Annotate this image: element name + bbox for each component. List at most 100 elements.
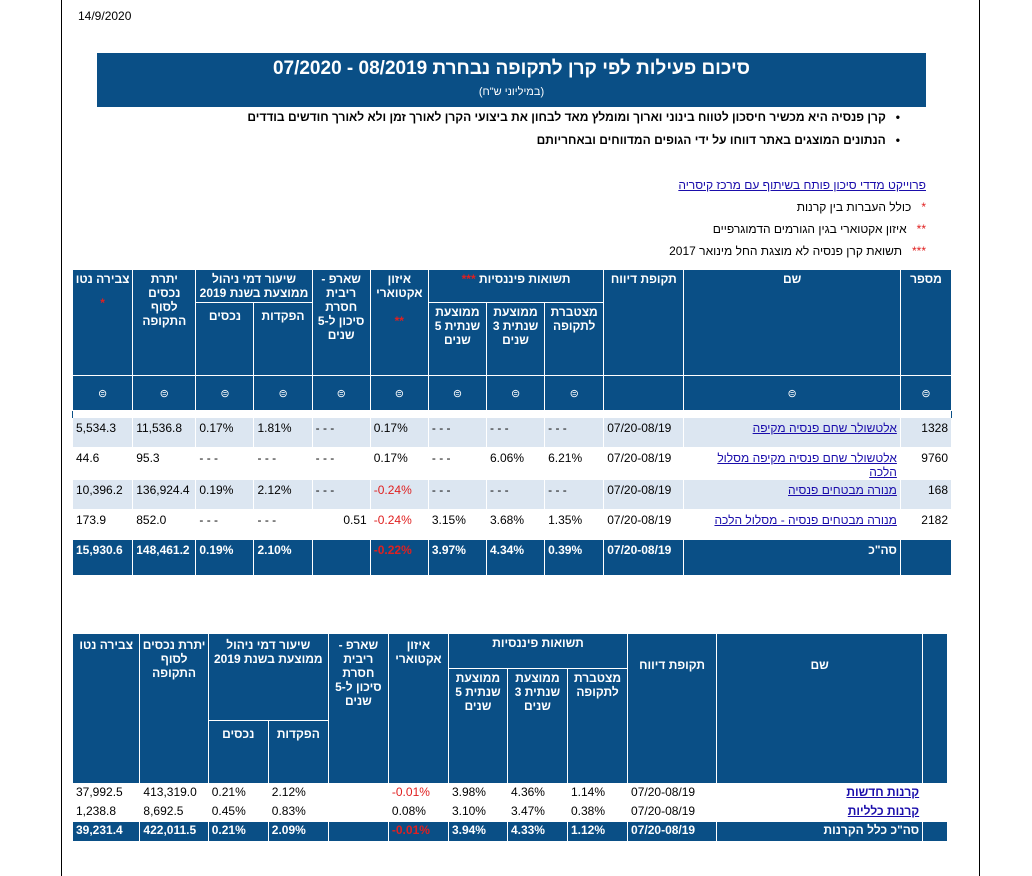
table-row: 1328 אלטשולר שחם פנסיה מקיפה 07/20-08/19…: [71, 417, 953, 448]
fund-link[interactable]: אלטשולר שחם פנסיה מקיפה מסלול הלכה: [717, 451, 897, 479]
balance-cell: 8,692.5: [139, 801, 209, 822]
sort-icon[interactable]: ⊜: [132, 375, 197, 411]
blank-cell: [922, 801, 948, 822]
fund-name: מנורה מבטחים פנסיה: [683, 479, 901, 510]
header-row-2: מצטברת לתקופה ממוצעת שנתית 3 שנים ממוצעת…: [73, 667, 948, 784]
avg3-cell: 3.68%: [485, 509, 546, 540]
col-avg5-header: ממוצעת שנתית 5 שנים: [447, 667, 508, 784]
table-row: קרנות כלליות 07/20-08/19 0.38% 3.47% 3.1…: [71, 801, 948, 822]
col-fee-deposits-header: הפקדות: [267, 720, 329, 784]
sort-icon[interactable]: ⊜: [899, 375, 953, 411]
sort-icon[interactable]: ⊜: [369, 375, 429, 411]
balance-cell: 136,924.4: [132, 479, 197, 510]
funds-table: מספר שם תקופת דיווח תשואות פיננסיות *** …: [71, 269, 953, 576]
avg5-cell: 3.98%: [447, 782, 508, 803]
sharpe-cell: - - -: [311, 447, 371, 480]
footnote: ***תשואת קרן פנסיה לא מוצגת החל מינואר 2…: [669, 244, 926, 258]
cumulative-cell: 0.38%: [566, 801, 629, 822]
blank-cell: [922, 782, 948, 803]
total-row: סה"כ 07/20-08/19 0.39% 4.34% 3.97% -0.22…: [71, 539, 953, 576]
fund-name: אלטשולר שחם פנסיה מקיפה מסלול הלכה: [683, 447, 901, 480]
cumulative-cell: - - -: [544, 417, 605, 448]
disclaimer-item: •קרן פנסיה היא מכשיר חיסכון לטווח בינוני…: [247, 110, 900, 124]
blank-cell: [922, 820, 948, 842]
actuarial-cell: -0.01%: [387, 820, 449, 842]
avg5-cell: - - -: [427, 479, 487, 510]
sort-icon[interactable]: ⊜: [253, 375, 313, 411]
actuarial-cell: 0.17%: [369, 417, 429, 448]
avg5-cell: 3.97%: [427, 539, 487, 576]
col-fee-deposits-header: הפקדות: [253, 302, 313, 376]
report-title: סיכום פעילות לפי קרן לתקופה נבחרת 08/201…: [272, 58, 751, 79]
col-name-header: שם: [683, 269, 901, 376]
fee-deposits-cell: 2.12%: [253, 479, 313, 510]
total-id: [899, 539, 953, 576]
col-id-header: מספר: [899, 269, 953, 376]
header-row-3: הפקדות נכסים: [73, 720, 948, 784]
col-net-header: צבירה נטו *: [71, 269, 134, 376]
total-link[interactable]: סה"כ כלל הקרנות: [823, 822, 920, 837]
disclaimer-item: •הנתונים המוצגים באתר דווחו על ידי הגופי…: [536, 133, 900, 147]
balance-cell: 413,319.0: [139, 782, 209, 803]
cumulative-cell: 1.35%: [544, 509, 605, 540]
col-net-header: צבירה נטו: [71, 633, 141, 783]
returns-group-header: תשואות פיננסיות: [447, 633, 629, 669]
fund-name: מנורה מבטחים פנסיה - מסלול הלכה: [683, 509, 901, 540]
fee-assets-cell: 0.21%: [207, 820, 269, 842]
fund-id: 2182: [899, 509, 953, 540]
period-cell: 07/20-08/19: [627, 820, 718, 842]
col-avg5-header: ממוצעת שנתית 5 שנים: [427, 302, 487, 376]
period-cell: 07/20-08/19: [603, 447, 685, 480]
fee-assets-cell: 0.19%: [195, 479, 255, 510]
avg5-cell: 3.10%: [447, 801, 508, 822]
group-link[interactable]: קרנות כלליות: [847, 803, 920, 818]
actuarial-cell: -0.01%: [387, 782, 449, 803]
fund-link[interactable]: מנורה מבטחים פנסיה: [788, 483, 897, 497]
group-link[interactable]: קרנות חדשות: [846, 784, 920, 799]
sort-icon[interactable]: ⊜: [71, 375, 134, 411]
sort-icon[interactable]: ⊜: [311, 375, 371, 411]
avg5-cell: 3.15%: [427, 509, 487, 540]
col-name-header: שם: [716, 633, 924, 783]
disclaimer-list: •קרן פנסיה היא מכשיר חיסכון לטווח בינוני…: [200, 108, 900, 147]
report-title-banner: סיכום פעילות לפי קרן לתקופה נבחרת 08/201…: [97, 53, 926, 107]
sort-icon[interactable]: ⊜: [683, 375, 901, 411]
sort-icon[interactable]: ⊜: [485, 375, 546, 411]
footnote: **איזון אקטוארי בגין הגורמים הדמוגרפיים: [712, 222, 926, 236]
sort-icon[interactable]: ⊜: [195, 375, 255, 411]
info-notes: פרוייקט מדדי סיכון פותח בשיתוף עם מרכז ק…: [640, 178, 926, 258]
fund-link[interactable]: מנורה מבטחים פנסיה - מסלול הלכה: [714, 513, 897, 527]
header-row: מספר שם תקופת דיווח תשואות פיננסיות *** …: [71, 269, 953, 376]
actuarial-cell: -0.24%: [369, 479, 429, 510]
balance-cell: 11,536.8: [132, 417, 197, 448]
fund-id: 9760: [899, 447, 953, 480]
col-balance-header: יתרת נכסים לסוף התקופה: [139, 633, 209, 783]
net-cell: 10,396.2: [71, 479, 134, 510]
period-cell: 07/20-08/19: [627, 801, 718, 822]
fund-name: אלטשולר שחם פנסיה מקיפה: [683, 417, 901, 448]
sharpe-cell: [327, 782, 389, 803]
fee-spacer: [207, 668, 329, 721]
total-label: סה"כ: [683, 539, 901, 576]
avg5-cell: - - -: [427, 417, 487, 448]
sharpe-cell: [327, 801, 389, 822]
period-cell: 07/20-08/19: [603, 479, 685, 510]
cumulative-cell: - - -: [544, 479, 605, 510]
fee-assets-cell: 0.19%: [195, 539, 255, 576]
cumulative-cell: 0.39%: [544, 539, 605, 576]
fee-assets-cell: 0.21%: [207, 782, 269, 803]
actuarial-cell: -0.24%: [369, 509, 429, 540]
sort-icon[interactable]: ⊜: [427, 375, 487, 411]
balance-cell: 422,011.5: [139, 820, 209, 842]
fee-deposits-cell: 1.81%: [253, 417, 313, 448]
period-cell: 07/20-08/19: [603, 539, 685, 576]
col-avg3-header: ממוצעת שנתית 3 שנים: [506, 667, 569, 784]
fund-link[interactable]: אלטשולר שחם פנסיה מקיפה: [752, 421, 897, 435]
fee-assets-cell: - - -: [195, 509, 255, 540]
sort-icon[interactable]: ⊜: [544, 375, 605, 411]
col-period-header: תקופת דיווח: [627, 633, 718, 783]
fee-deposits-cell: 2.10%: [253, 539, 313, 576]
sort-row: ⊜ ⊜ ⊜ ⊜ ⊜ ⊜ ⊜ ⊜ ⊜ ⊜ ⊜: [71, 375, 953, 411]
risk-project-link[interactable]: פרוייקט מדדי סיכון פותח בשיתוף עם מרכז ק…: [678, 178, 926, 192]
avg3-cell: 6.06%: [485, 447, 546, 480]
